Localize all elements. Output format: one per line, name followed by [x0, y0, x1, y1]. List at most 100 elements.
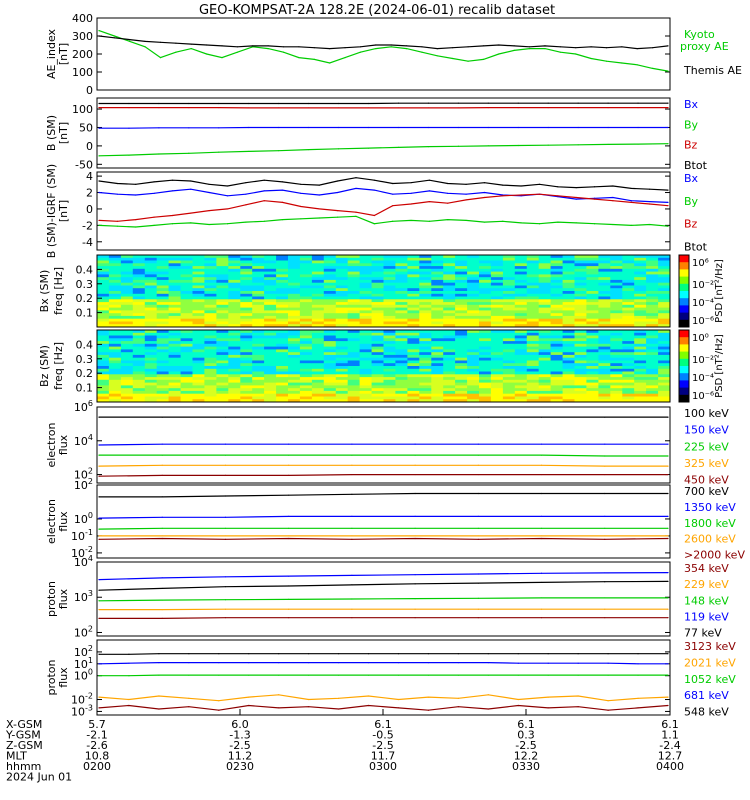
spectrogram-cell: [371, 307, 384, 311]
ytick-label: -2: [82, 219, 93, 232]
spectrogram-cell: [132, 335, 146, 339]
spectrogram-cell: [455, 399, 468, 403]
spectrogram-cell: [646, 396, 659, 400]
spectrogram-cell: [288, 368, 301, 373]
spectrogram-cell: [168, 363, 181, 367]
data-point: [308, 706, 310, 708]
spectrogram-cell: [646, 341, 659, 345]
data-point: [482, 58, 485, 61]
spectrogram-cell: [634, 396, 647, 400]
spectrogram-cell: [622, 371, 635, 375]
data-point: [308, 126, 310, 129]
spectrogram-cell: [550, 321, 563, 325]
spectrogram-cell: [586, 377, 599, 381]
data-point: [236, 51, 239, 53]
spectrogram-cell: [455, 330, 468, 334]
spectrogram-cell: [538, 366, 552, 370]
spectrogram-cell: [586, 313, 599, 317]
footer-value: 0200: [83, 760, 111, 773]
ytick-label: 10-3: [71, 703, 93, 718]
spectrogram-cell: [323, 332, 337, 337]
spectrogram-cell: [646, 263, 659, 267]
data-point: [447, 192, 449, 194]
spectrogram-cell: [168, 393, 181, 397]
spectrogram-cell: [276, 296, 289, 300]
spectrogram-cell: [574, 296, 587, 300]
spectrogram-cell: [634, 341, 647, 345]
spectrogram-cell: [658, 268, 671, 273]
spectrogram-cell: [371, 382, 384, 386]
spectrogram-cell: [204, 299, 217, 303]
spectrogram-cell: [658, 357, 671, 361]
spectrogram-cell: [228, 288, 241, 292]
spectrogram-cell: [228, 363, 241, 367]
spectrogram-cell: [168, 324, 181, 328]
data-point: [498, 53, 500, 55]
spectrogram-cell: [634, 338, 647, 342]
spectrogram-cell: [288, 352, 301, 356]
spectrogram-cell: [359, 307, 372, 311]
spectrogram-cell: [120, 263, 134, 267]
spectrogram-cell: [311, 349, 325, 353]
spectrogram-cell: [108, 354, 122, 359]
spectrogram-cell: [479, 293, 492, 298]
footer-row-label: hhmm: [6, 760, 41, 773]
spectrogram-cell: [586, 382, 599, 386]
spectrogram-cell: [335, 330, 349, 334]
spectrogram-cell: [120, 285, 134, 289]
colorbar-title: PSD [nT²/Hz]: [714, 334, 725, 398]
spectrogram-cell: [347, 302, 361, 306]
data-point: [367, 695, 370, 697]
spectrogram-cell: [97, 315, 110, 320]
spectrogram-cell: [514, 268, 528, 273]
spectrogram-cell: [264, 296, 277, 300]
spectrogram-cell: [180, 291, 193, 295]
spectrogram-cell: [264, 279, 277, 284]
spectrogram-cell: [347, 379, 361, 384]
spectrogram-cell: [395, 318, 408, 322]
spectrogram-cell: [562, 343, 575, 348]
spectrogram-cell: [323, 363, 337, 367]
spectrogram-cell: [550, 399, 563, 403]
spectrogram-cell: [323, 296, 337, 300]
spectrogram-cell: [192, 330, 205, 334]
spectrogram-cell: [132, 360, 146, 364]
spectrogram-cell: [120, 291, 134, 295]
data-point: [288, 575, 290, 577]
spectrogram-cell: [586, 341, 599, 345]
spectrogram-cell: [598, 371, 611, 375]
spectrogram-cell: [646, 291, 659, 295]
spectrogram-cell: [502, 363, 516, 367]
spectrogram-cell: [431, 330, 444, 334]
spectrogram-cell: [467, 285, 480, 289]
spectrogram-cell: [252, 282, 265, 286]
spectrogram-cell: [419, 366, 432, 370]
spectrogram-cell: [228, 324, 241, 328]
spectrogram-cell: [204, 288, 217, 292]
spectrogram-cell: [526, 341, 540, 345]
ytick-label: 10-2: [71, 545, 93, 560]
spectrogram-cell: [252, 268, 265, 273]
spectrogram-cell: [204, 315, 217, 320]
spectrogram-cell: [335, 266, 349, 270]
footer-value: -2.1: [86, 729, 107, 742]
spectrogram-cell: [658, 338, 671, 342]
spectrogram-cell: [240, 266, 253, 270]
spectrogram-cell: [658, 263, 671, 267]
spectrogram-cell: [276, 335, 289, 339]
spectrogram-cell: [562, 363, 575, 367]
spectrogram-cell: [252, 388, 265, 392]
spectrogram-cell: [550, 257, 563, 262]
spectrogram-cell: [371, 263, 384, 267]
spectrogram-cell: [538, 324, 552, 328]
spectrogram-cell: [347, 330, 361, 334]
spectrogram-cell: [288, 335, 301, 339]
spectrogram-cell: [622, 310, 635, 314]
data-point: [577, 144, 579, 146]
spectrogram-cell: [634, 330, 647, 334]
spectrogram-cell: [634, 315, 647, 320]
spectrogram-cell: [108, 318, 122, 322]
spectrogram-cell: [132, 371, 146, 375]
data-point: [649, 188, 651, 190]
spectrogram-cell: [144, 338, 158, 342]
